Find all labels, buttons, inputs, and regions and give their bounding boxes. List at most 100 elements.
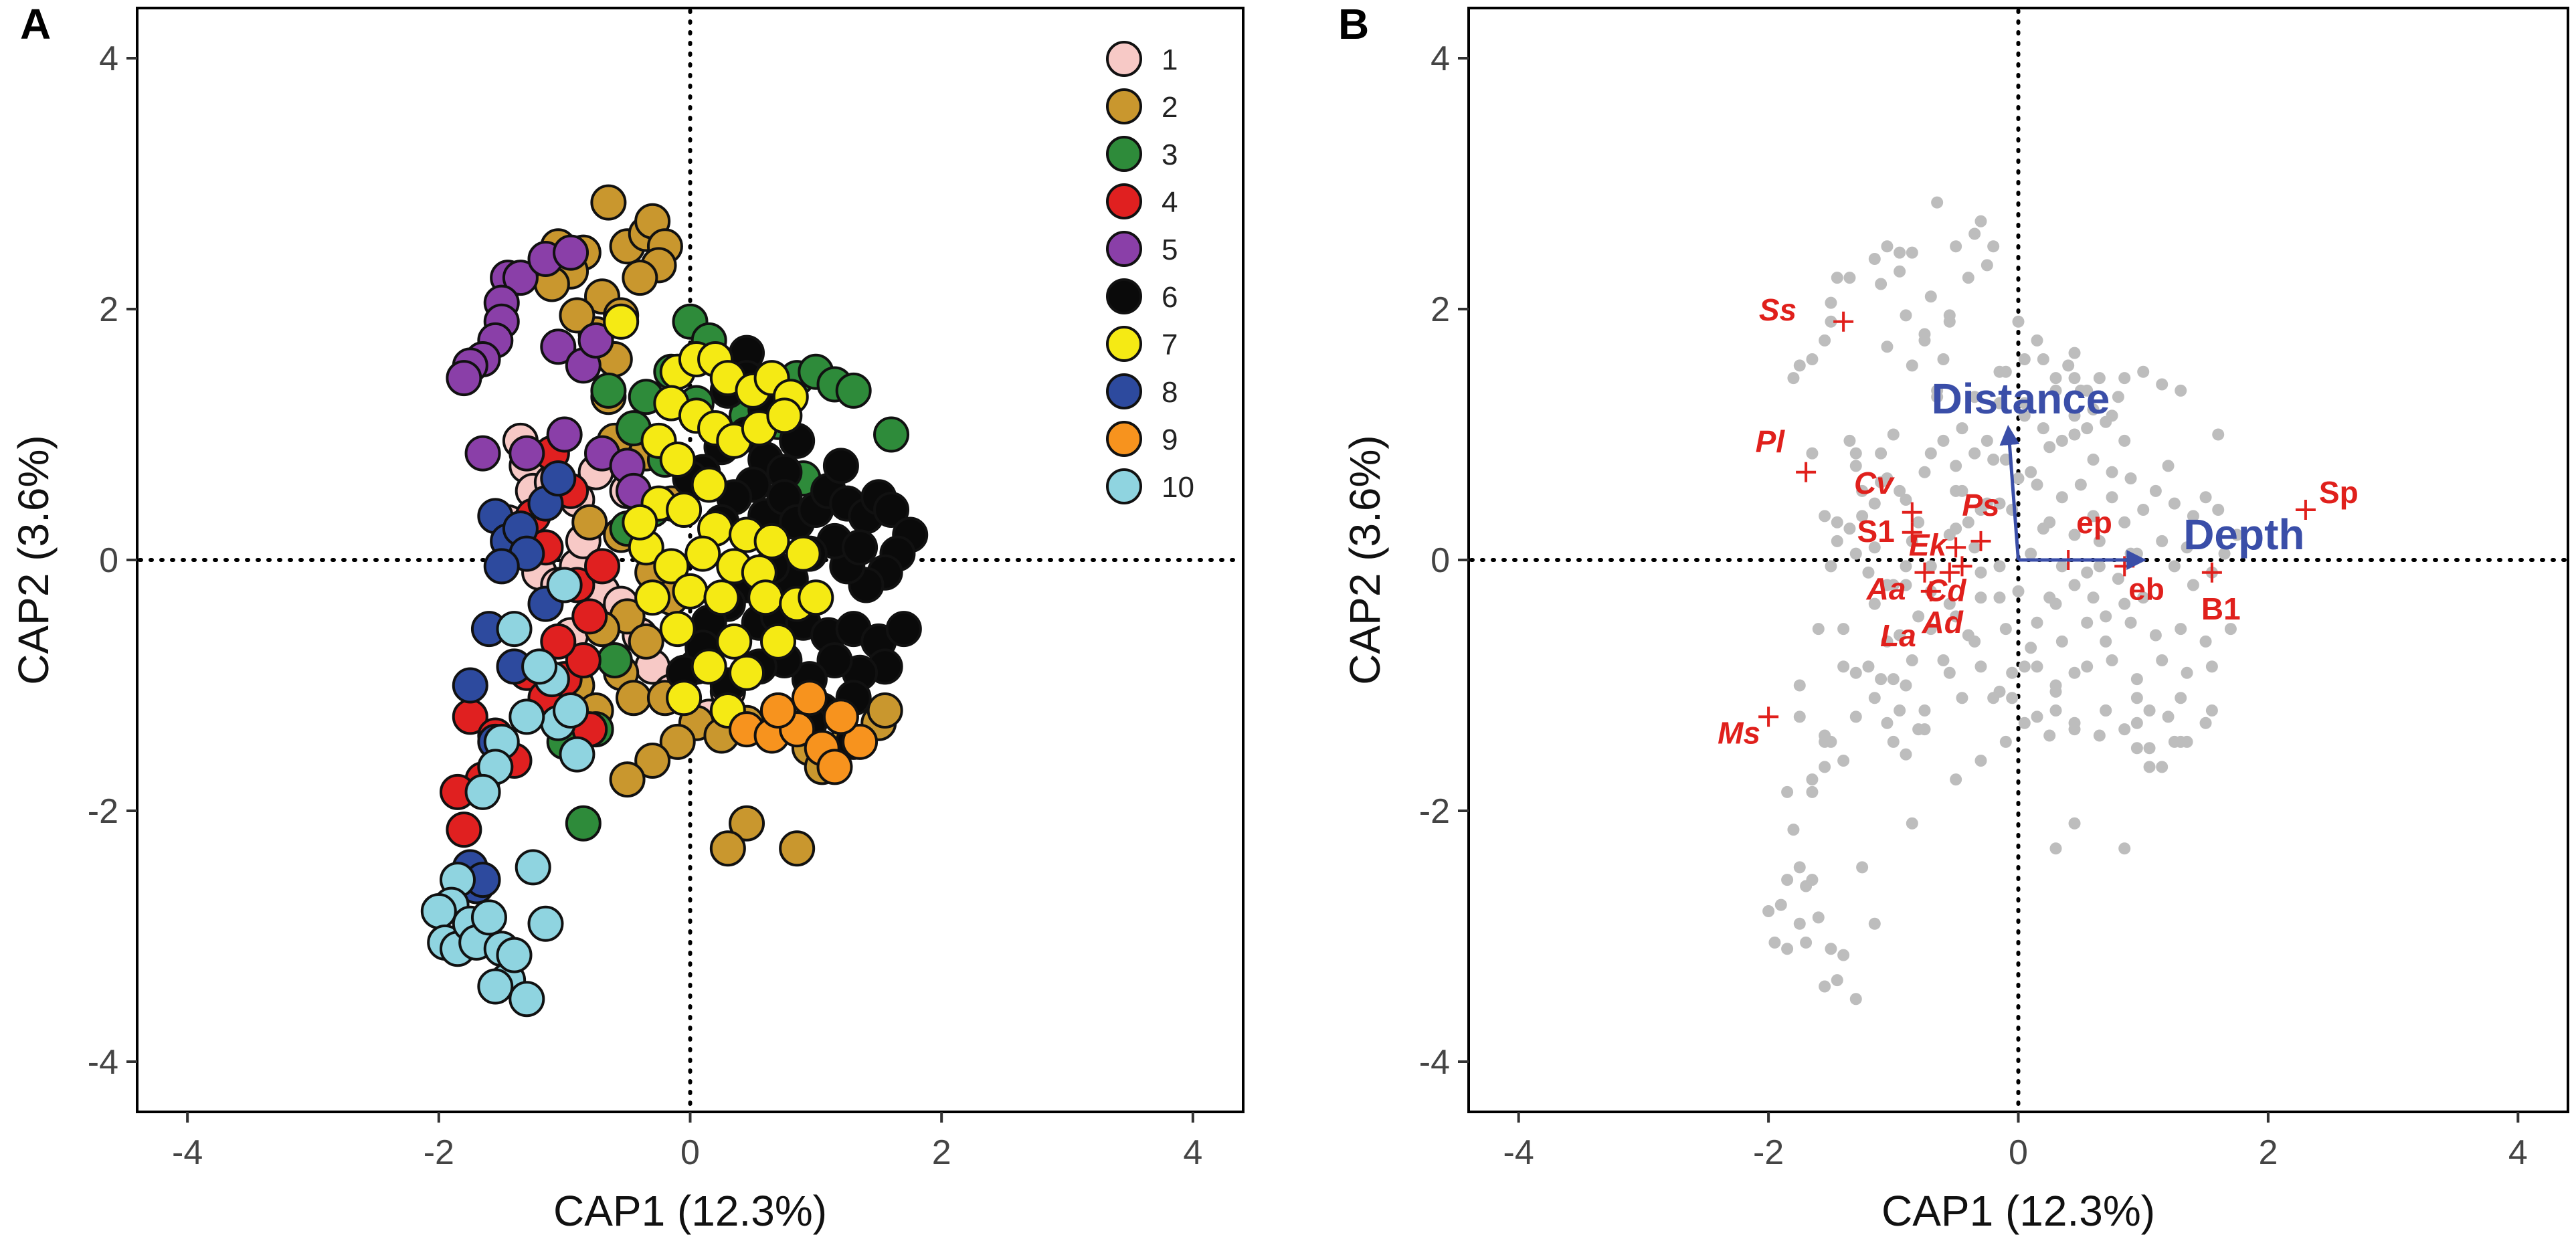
sample-point: [1793, 917, 1806, 930]
point-group-8: [452, 667, 488, 704]
sample-point: [1999, 365, 2012, 378]
x-tick-label: 0: [2009, 1133, 2028, 1172]
point-group-7: [759, 623, 796, 660]
species-marker: [2295, 500, 2316, 520]
species-label: Ad: [1921, 605, 1963, 640]
sample-point: [2130, 673, 2143, 686]
sample-point: [2205, 660, 2218, 673]
sample-point: [2018, 353, 2031, 365]
sample-point: [1950, 240, 1962, 253]
point-group-10: [546, 567, 583, 603]
sample-point: [2068, 372, 2081, 385]
sample-point: [1881, 635, 1894, 648]
sample-point: [1787, 824, 1800, 836]
sample-point: [1837, 949, 1850, 961]
species-label: Aa: [1866, 571, 1906, 606]
sample-point: [2143, 704, 2156, 717]
sample-point: [2137, 504, 2150, 516]
sample-point: [1849, 993, 1862, 1006]
sample-point: [1943, 597, 1956, 610]
sample-point: [2093, 560, 2106, 573]
sample-point: [1843, 522, 1856, 535]
sample-point: [1831, 535, 1843, 547]
sample-point: [1937, 654, 1950, 666]
sample-point: [2181, 541, 2193, 554]
point-group-5: [502, 260, 539, 296]
point-group-7: [729, 654, 765, 691]
point-group-10: [477, 968, 514, 1005]
sample-point: [2055, 635, 2068, 648]
sample-point: [1825, 735, 1837, 748]
sample-point: [1843, 434, 1856, 447]
sample-point: [2218, 547, 2231, 560]
sample-point: [2068, 817, 2081, 830]
sample-point: [2062, 359, 2075, 372]
sample-point: [2137, 365, 2150, 378]
x-tick-label: 4: [1183, 1133, 1202, 1172]
species-label: Ss: [1759, 292, 1797, 327]
legend-label-10: 10: [1162, 471, 1194, 504]
sample-point: [2118, 434, 2131, 447]
sample-point: [2187, 510, 2199, 522]
point-group-7: [691, 648, 727, 685]
sample-point: [1974, 591, 1987, 604]
sample-point: [2100, 635, 2112, 648]
sample-point: [2118, 597, 2131, 610]
sample-point: [2043, 591, 2056, 604]
species-label: B1: [2201, 591, 2241, 626]
sample-point: [2055, 560, 2068, 573]
point-group-4: [584, 548, 621, 585]
species-marker: [1902, 502, 1922, 522]
sample-point: [1894, 265, 1906, 278]
x-tick-label: -2: [1753, 1133, 1784, 1172]
point-group-8: [483, 548, 520, 585]
x-tick-label: -4: [172, 1133, 203, 1172]
point-group-2: [615, 680, 652, 717]
sample-point: [2087, 454, 2100, 466]
sample-point: [2087, 403, 2100, 415]
sample-point: [2037, 353, 2049, 365]
sample-point: [2025, 547, 2037, 560]
sample-point: [2149, 484, 2162, 497]
sample-point: [1981, 259, 1993, 272]
sample-point: [1837, 660, 1850, 673]
panel-b: B -4 -2 0 2 4 -4 -2 0 2 4 CAP1 (12.3%) CAP2 (3.6%) Ss…: [1338, 0, 2569, 1235]
point-group-10: [509, 981, 545, 1018]
sample-point: [1774, 898, 1787, 911]
sample-point: [2081, 660, 2094, 673]
sample-point: [2205, 704, 2218, 717]
sample-point: [2162, 460, 2175, 472]
point-group-7: [666, 680, 703, 717]
species-marker: [1946, 537, 1966, 558]
sample-point: [2081, 566, 2094, 579]
sample-point: [1956, 422, 1968, 435]
sample-point: [2130, 692, 2143, 704]
sample-point: [1906, 359, 1918, 372]
sample-point: [1894, 629, 1906, 642]
sample-point: [1862, 566, 1875, 579]
x-tick-label: 4: [2508, 1133, 2528, 1172]
sample-point: [1931, 196, 1944, 209]
sample-point: [2175, 692, 2187, 704]
point-group-7: [684, 535, 721, 572]
sample-point: [1806, 874, 1819, 886]
point-group-10: [464, 773, 501, 810]
sample-point: [2118, 372, 2131, 385]
species-marker: [1758, 706, 1779, 727]
sample-point: [1806, 353, 1819, 365]
sample-point: [1843, 272, 1856, 284]
vector-arrow-distance: [1999, 425, 2020, 561]
point-group-4: [571, 598, 608, 635]
species-marker: [1920, 581, 1941, 601]
sample-point: [2081, 616, 2094, 629]
species-label: Ms: [1718, 715, 1760, 750]
sample-point: [1812, 911, 1825, 924]
sample-point: [2162, 710, 2175, 723]
point-group-7: [659, 611, 696, 648]
point-group-6: [822, 448, 859, 484]
sample-point: [1831, 272, 1843, 284]
sample-point: [1806, 785, 1819, 798]
sample-point: [1900, 494, 1912, 506]
sample-point: [2199, 491, 2212, 504]
species-marker: [2201, 562, 2222, 583]
